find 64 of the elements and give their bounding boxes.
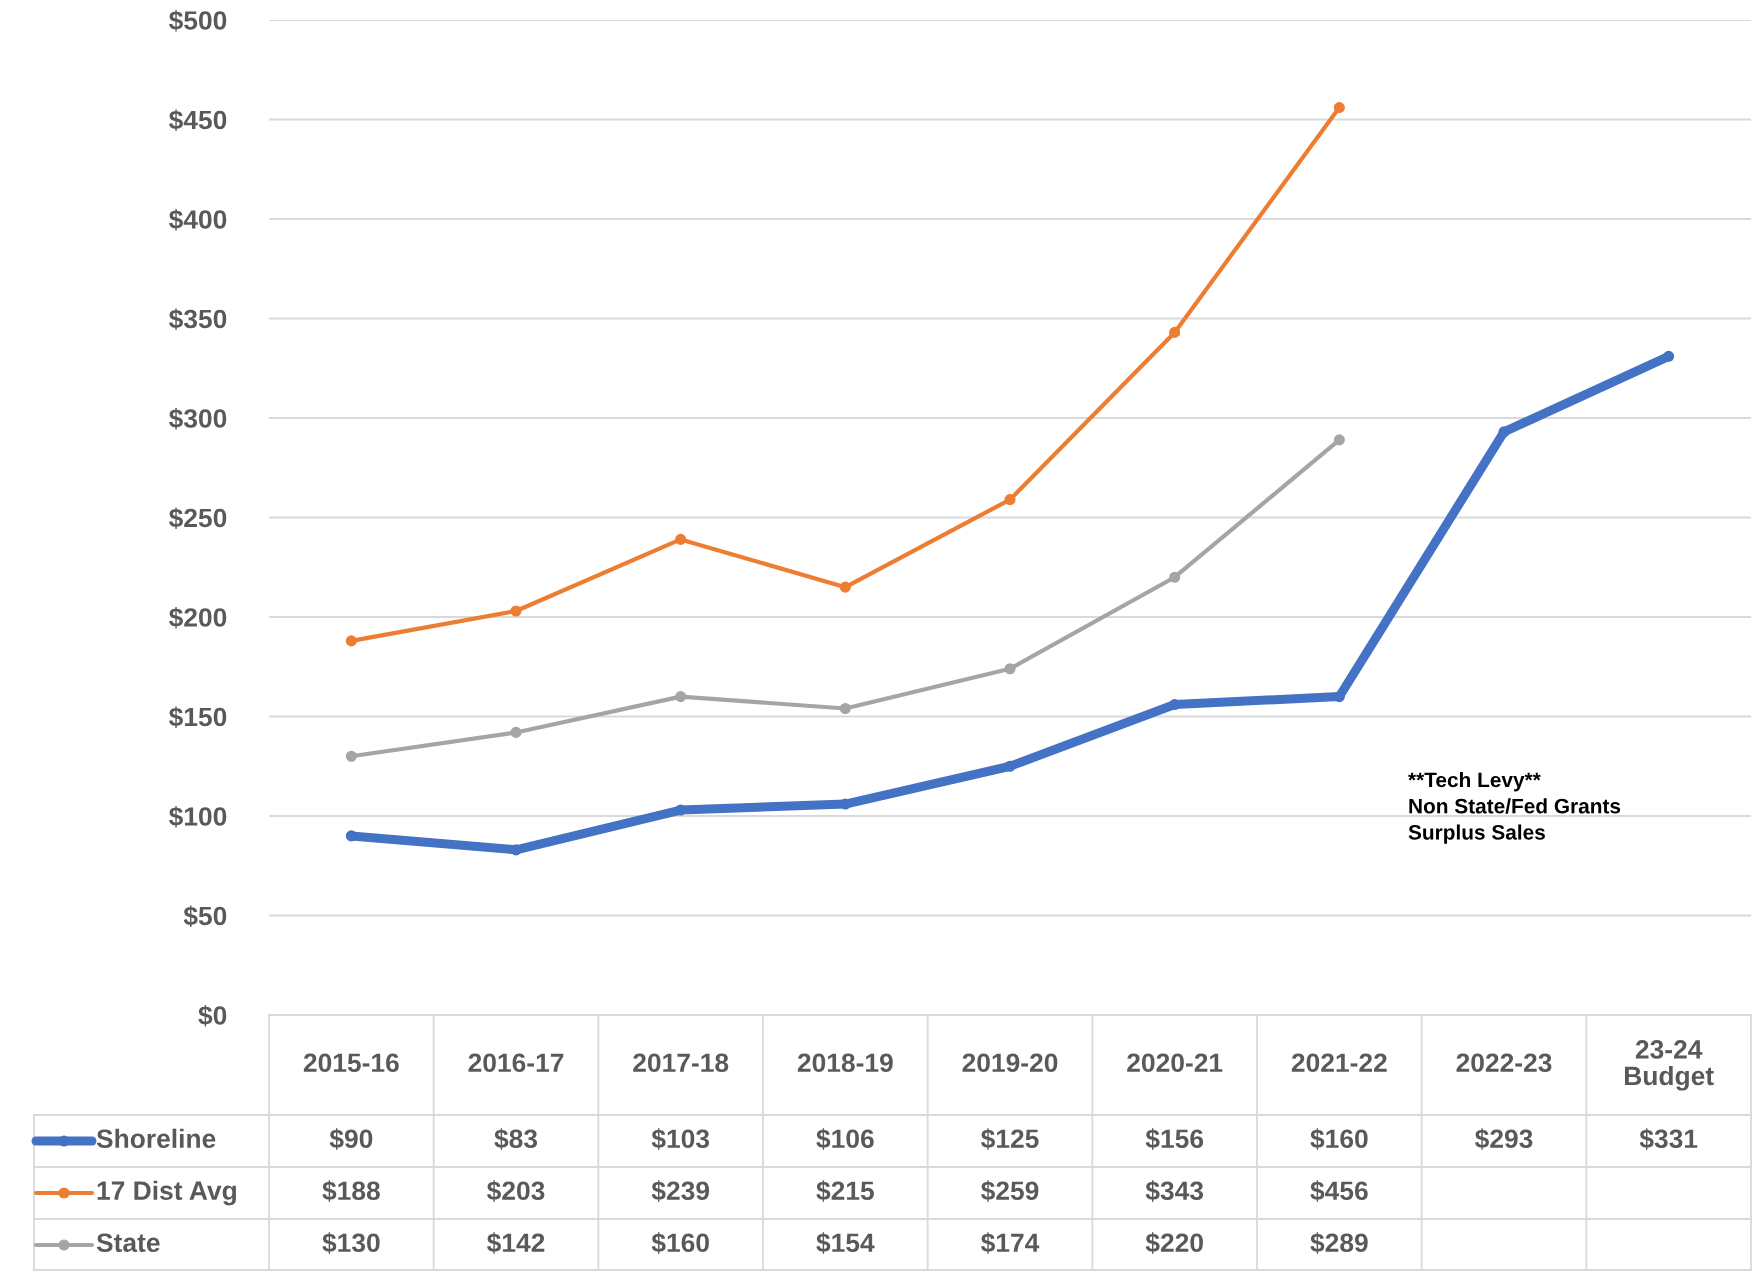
point — [1333, 434, 1345, 446]
x-tick-label: 2017-18 — [633, 1053, 729, 1073]
legend-label: Shoreline — [96, 1128, 216, 1149]
data-label: $160 — [651, 1232, 709, 1254]
x-tick-label: 2021-22 — [1291, 1053, 1387, 1073]
x-tick-label: 2016-17 — [468, 1053, 564, 1073]
data-label: $289 — [1310, 1232, 1368, 1254]
y-tick-label: $50 — [183, 905, 227, 928]
data-label: $215 — [816, 1180, 874, 1202]
data-label: $343 — [1145, 1180, 1204, 1202]
annotation: **Tech Levy** Non State/Fed Grants Surplus Sales — [1408, 772, 1621, 844]
y-tick-label: $200 — [168, 606, 227, 629]
x-tick-label: 2018-19 — [797, 1053, 893, 1073]
legend-label: State — [96, 1233, 160, 1253]
point — [839, 702, 851, 715]
point — [510, 726, 522, 738]
x-tick-label: 2015-16 — [303, 1053, 399, 1073]
point — [839, 581, 851, 593]
point — [675, 533, 687, 545]
y-tick-label: $300 — [168, 407, 227, 430]
y-tick-label: $0 — [198, 1004, 227, 1027]
data-label: $103 — [651, 1128, 710, 1150]
point — [675, 691, 687, 703]
data-label: $188 — [322, 1180, 380, 1202]
data-label: $174 — [981, 1232, 1040, 1254]
x-tick-label: 23-24 Budget — [1624, 1040, 1714, 1091]
point — [1004, 760, 1016, 772]
data-label: $90 — [329, 1128, 373, 1150]
point — [1498, 426, 1510, 438]
point — [1663, 350, 1675, 362]
data-label: $331 — [1639, 1128, 1698, 1150]
y-tick-label: $150 — [168, 706, 227, 729]
y-tick-label: $500 — [168, 9, 227, 32]
data-label: $156 — [1145, 1128, 1204, 1150]
data-label: $154 — [816, 1232, 875, 1254]
point — [345, 635, 357, 647]
data-label: $130 — [322, 1232, 380, 1254]
data-label: $220 — [1145, 1232, 1203, 1254]
data-label: $106 — [816, 1128, 874, 1150]
data-label: $125 — [981, 1128, 1039, 1150]
point — [1169, 326, 1181, 338]
point — [1169, 571, 1181, 583]
y-tick-label: $350 — [168, 308, 227, 331]
point — [345, 750, 357, 762]
y-tick-label: $250 — [168, 507, 227, 530]
y-tick-label: $100 — [168, 805, 227, 828]
x-tick-label: 2019-20 — [962, 1053, 1058, 1073]
y-tick-label: $450 — [168, 109, 227, 132]
data-label: $456 — [1310, 1180, 1368, 1202]
legend-label: 17 Dist Avg — [97, 1180, 236, 1206]
point — [1004, 494, 1016, 506]
data-label: $259 — [981, 1180, 1039, 1202]
y-tick-label: $400 — [168, 208, 227, 231]
point — [1333, 102, 1345, 114]
data-label: $239 — [651, 1180, 710, 1202]
data-label: $142 — [487, 1232, 545, 1254]
data-label: $293 — [1475, 1128, 1533, 1150]
point — [510, 605, 522, 617]
x-tick-label: 2022-23 — [1456, 1053, 1552, 1073]
data-label: $203 — [487, 1180, 545, 1202]
point — [1004, 663, 1016, 675]
data-label: $160 — [1310, 1128, 1368, 1150]
data-label: $83 — [494, 1128, 538, 1150]
x-tick-label: 2020-21 — [1127, 1053, 1223, 1073]
